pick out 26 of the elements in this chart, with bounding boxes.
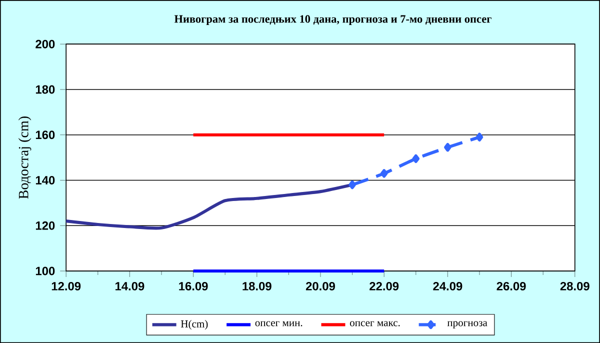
point [476,132,484,142]
y-tick-label: 100 [36,266,55,276]
x-tick-label: 18.09 [242,282,272,290]
x-tick-label: 14.09 [116,282,144,290]
y-axis-title: Водостај (cm) [18,116,32,199]
chart-title: Нивограм за последњих 10 дана, прогноза и 7-мо дневни опсег [174,15,492,25]
point [380,169,388,178]
point [444,142,452,152]
point [412,154,420,163]
x-tick-label: 16.09 [179,282,208,290]
y-tick-label: 120 [36,221,55,230]
y-tick-label: 180 [36,85,55,94]
legend-label: опсег мин. [255,321,302,326]
x-tick-label: 22.09 [370,282,399,290]
y-tick-label: 160 [36,130,55,140]
y-tick-label: 140 [36,176,55,184]
legend-label: H(cm) [180,320,208,330]
x-tick-label: 28.09 [560,282,590,290]
x-tick-label: 26.09 [496,282,526,290]
x-tick-label: 20.09 [306,282,335,290]
legend-label: опсег макс. [350,321,400,326]
point [348,180,356,190]
y-tick-label: 200 [36,40,55,48]
x-tick-label: 12.09 [52,282,81,290]
legend-label: прогноза [447,321,488,328]
x-tick-label: 24.09 [433,282,462,290]
